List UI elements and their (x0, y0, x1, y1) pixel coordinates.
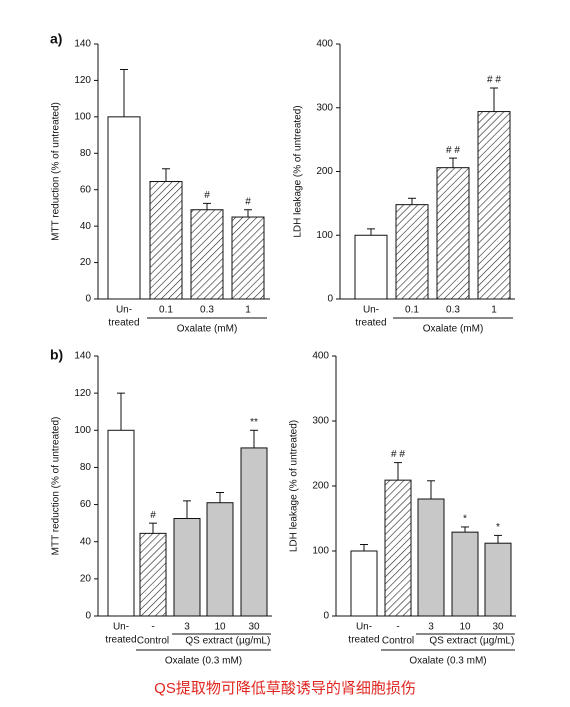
y-tick-label: 60 (80, 499, 92, 510)
bar (107, 429, 135, 617)
group-label: QS extract (429, 636, 476, 647)
x-tick-label: 0.3 (446, 305, 460, 316)
bar (350, 550, 378, 617)
bar (395, 204, 429, 300)
y-tick-label: 80 (80, 148, 92, 159)
y-tick-label: 100 (74, 111, 91, 122)
x-tick-label: 1 (491, 305, 497, 316)
y-tick-label: 20 (80, 257, 92, 268)
y-tick-label: 40 (80, 536, 92, 547)
bar (436, 167, 470, 300)
bar (477, 111, 511, 300)
bar (231, 216, 265, 300)
x-tick-label: - (396, 622, 399, 633)
y-tick-label: 100 (316, 230, 333, 241)
x-tick-label: 0.1 (159, 305, 173, 316)
group-label: Oxalate (mM) (423, 324, 484, 335)
y-tick-label: 0 (327, 294, 333, 305)
significance-mark: # (204, 190, 210, 201)
bar (484, 542, 512, 617)
x-tick-label: 1 (245, 305, 251, 316)
y-axis-label: LDH leakage (% of untreated) (293, 105, 304, 237)
x-tick-label: Un- (116, 305, 132, 316)
panel-label: a) (50, 31, 62, 47)
group-label: Oxalate (0.3 mM) (409, 656, 486, 667)
x-tick-label: 10 (214, 622, 226, 633)
group-label: Control (382, 636, 414, 647)
x-tick-label: treated (355, 318, 386, 329)
y-tick-label: 120 (74, 388, 91, 399)
x-tick-label: treated (108, 318, 139, 329)
x-tick-label: 3 (428, 622, 434, 633)
x-tick-label: Un- (356, 622, 372, 633)
bar (451, 531, 479, 617)
x-tick-label: - (151, 622, 154, 633)
x-tick-label: Un- (113, 622, 129, 633)
y-tick-label: 100 (74, 425, 91, 436)
bar (139, 532, 167, 617)
y-tick-label: 20 (80, 573, 92, 584)
caption: QS提取物可降低草酸诱导的肾细胞损伤 (154, 680, 416, 697)
significance-mark: # (150, 510, 156, 521)
group-label: Control (137, 636, 169, 647)
bar (206, 502, 234, 617)
group-label: Oxalate (mM) (177, 324, 238, 335)
significance-mark: * (496, 522, 500, 533)
group-label: QS extract (185, 636, 232, 647)
x-tick-label: 0.3 (200, 305, 214, 316)
y-tick-label: 60 (80, 184, 92, 195)
y-axis-label: MTT reduction (% of untreated) (51, 417, 62, 556)
x-tick-label: treated (105, 635, 136, 646)
y-tick-label: 200 (312, 481, 329, 492)
y-tick-label: 0 (85, 294, 91, 305)
panel-label: b) (50, 347, 63, 363)
bar (173, 518, 201, 617)
bar (107, 116, 141, 300)
bar (190, 209, 224, 300)
y-tick-label: 0 (323, 611, 329, 622)
y-tick-label: 40 (80, 221, 92, 232)
significance-mark: # # (446, 145, 460, 156)
y-tick-label: 300 (316, 102, 333, 113)
y-tick-label: 300 (312, 416, 329, 427)
x-tick-label: 30 (248, 622, 260, 633)
y-tick-label: 200 (316, 166, 333, 177)
y-tick-label: 100 (312, 546, 329, 557)
bar (417, 498, 445, 617)
x-tick-label: Un- (363, 305, 379, 316)
group-label: (µg/mL) (480, 636, 515, 647)
y-axis-label: LDH leakage (% of untreated) (289, 420, 300, 552)
y-tick-label: 140 (74, 39, 91, 50)
group-label: (µg/mL) (236, 636, 271, 647)
y-tick-label: 0 (85, 611, 91, 622)
y-tick-label: 120 (74, 75, 91, 86)
x-tick-label: 10 (459, 622, 471, 633)
bar (149, 181, 183, 300)
x-tick-label: treated (348, 635, 379, 646)
bar (240, 447, 268, 617)
y-tick-label: 400 (312, 351, 329, 362)
significance-mark: # (245, 196, 251, 207)
significance-mark: ** (250, 417, 258, 428)
bar (384, 479, 412, 617)
group-label: Oxalate (0.3 mM) (165, 656, 242, 667)
y-axis-label: MTT reduction (% of untreated) (51, 102, 62, 241)
bar (354, 234, 388, 300)
significance-mark: # # (487, 75, 501, 86)
x-tick-label: 3 (184, 622, 190, 633)
significance-mark: # # (391, 449, 405, 460)
significance-mark: * (463, 514, 467, 525)
y-tick-label: 80 (80, 462, 92, 473)
x-tick-label: 0.1 (405, 305, 419, 316)
y-tick-label: 140 (74, 351, 91, 362)
y-tick-label: 400 (316, 39, 333, 50)
x-tick-label: 30 (492, 622, 504, 633)
